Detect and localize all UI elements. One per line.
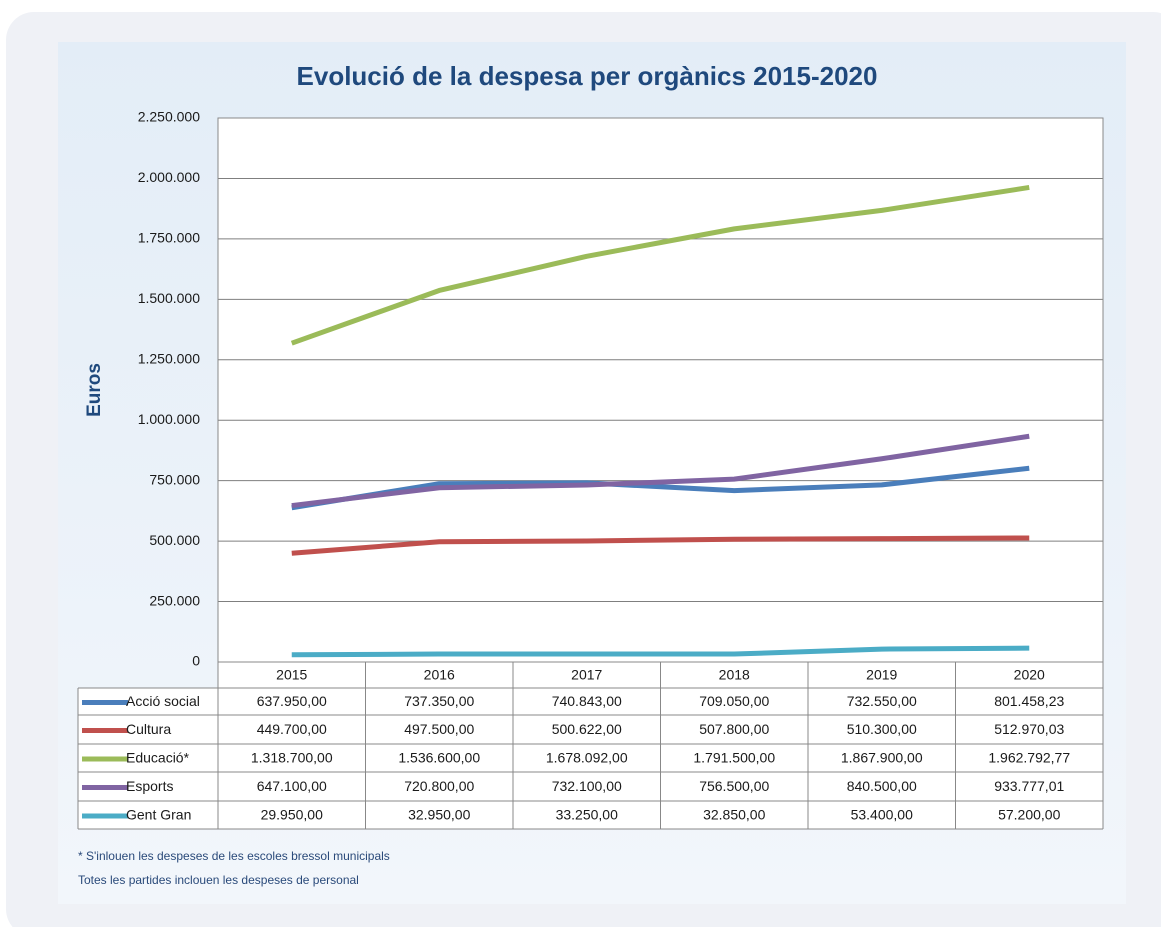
y-tick-label: 250.000: [149, 592, 200, 608]
value-label: 647.100,00: [257, 778, 327, 794]
x-tick-label: 2018: [719, 667, 750, 683]
y-tick-label: 1.500.000: [138, 290, 200, 306]
x-tick-label: 2015: [276, 667, 307, 683]
value-label: 29.950,00: [261, 807, 323, 823]
value-label: 53.400,00: [851, 807, 913, 823]
value-label: 756.500,00: [699, 778, 769, 794]
value-label: 57.200,00: [998, 807, 1060, 823]
value-label: 840.500,00: [847, 778, 917, 794]
note: * S'inlouen les despeses de les escoles …: [78, 849, 390, 863]
legend-label: Gent Gran: [126, 807, 191, 823]
value-label: 732.550,00: [847, 693, 917, 709]
value-label: 1.318.700,00: [251, 750, 333, 766]
value-label: 737.350,00: [404, 693, 474, 709]
value-label: 709.050,00: [699, 693, 769, 709]
y-tick-label: 0: [192, 653, 200, 669]
value-label: 449.700,00: [257, 721, 327, 737]
series-line: [291, 433, 1030, 509]
value-label: 720.800,00: [404, 778, 474, 794]
y-tick-label: 1.000.000: [138, 411, 200, 427]
x-tick-label: 2020: [1014, 667, 1045, 683]
series-line: [291, 465, 1030, 511]
plot-area: [218, 118, 1103, 662]
value-label: 1.791.500,00: [693, 750, 775, 766]
value-label: 32.950,00: [408, 807, 470, 823]
note: Totes les partides inclouen les despeses…: [78, 873, 359, 887]
value-label: 732.100,00: [552, 778, 622, 794]
series-line: [291, 645, 1030, 658]
value-label: 1.536.600,00: [398, 750, 480, 766]
value-label: 801.458,23: [994, 693, 1064, 709]
value-label: 740.843,00: [552, 693, 622, 709]
y-tick-label: 1.250.000: [138, 350, 200, 366]
value-label: 637.950,00: [257, 693, 327, 709]
legend-label: Acció social: [126, 693, 200, 709]
series-line: [290, 184, 1030, 346]
y-tick-label: 2.000.000: [138, 169, 200, 185]
value-label: 512.970,03: [994, 721, 1064, 737]
y-axis-label: Euros: [84, 363, 105, 417]
value-label: 507.800,00: [699, 721, 769, 737]
x-tick-label: 2019: [866, 667, 897, 683]
legend-label: Cultura: [126, 721, 171, 737]
y-tick-label: 1.750.000: [138, 230, 200, 246]
series-line: [291, 535, 1030, 556]
value-label: 500.622,00: [552, 721, 622, 737]
x-tick-label: 2017: [571, 667, 602, 683]
x-tick-label: 2016: [424, 667, 455, 683]
legend-label: Esports: [126, 778, 173, 794]
y-tick-label: 500.000: [149, 532, 200, 548]
chart-title: Evolució de la despesa per orgànics 2015…: [297, 61, 878, 91]
value-label: 32.850,00: [703, 807, 765, 823]
y-tick-label: 2.250.000: [138, 109, 200, 125]
value-label: 497.500,00: [404, 721, 474, 737]
value-label: 1.678.092,00: [546, 750, 628, 766]
table: [78, 688, 1103, 829]
legend-label: Educació*: [126, 750, 190, 766]
value-label: 933.777,01: [994, 778, 1064, 794]
y-tick-label: 750.000: [149, 471, 200, 487]
value-label: 1.867.900,00: [841, 750, 923, 766]
value-label: 33.250,00: [556, 807, 618, 823]
value-label: 510.300,00: [847, 721, 917, 737]
value-label: 1.962.792,77: [988, 750, 1070, 766]
